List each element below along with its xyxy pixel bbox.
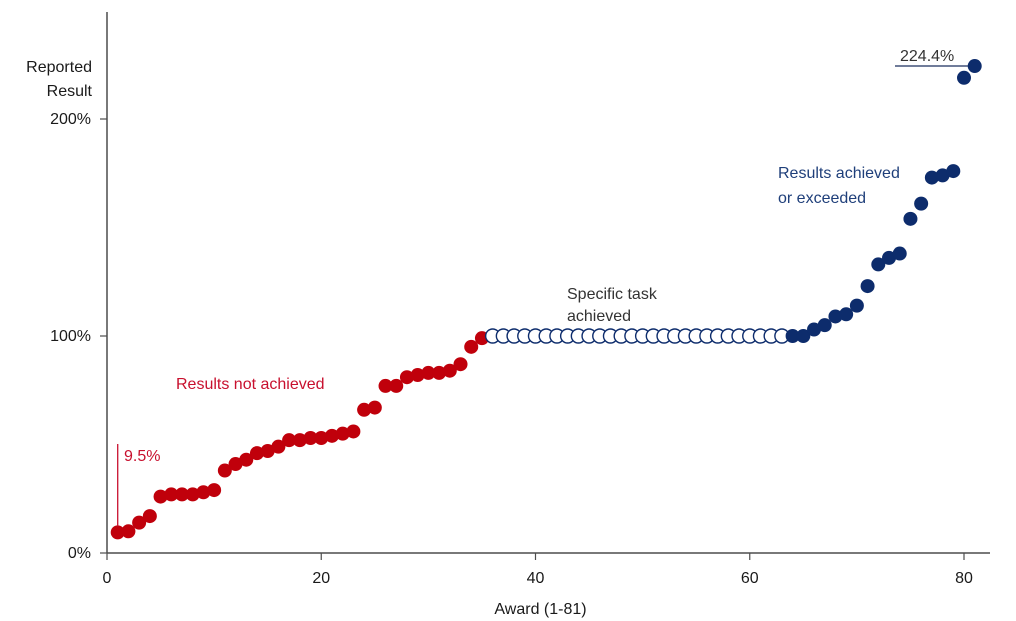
data-point-not_achieved bbox=[389, 378, 404, 393]
data-point-not_achieved bbox=[164, 487, 179, 502]
data-point-achieved bbox=[892, 246, 907, 261]
data-point-not_achieved bbox=[314, 430, 329, 445]
max-value-label: 224.4% bbox=[900, 48, 954, 65]
data-point-not_achieved bbox=[260, 444, 275, 459]
data-point-not_achieved bbox=[228, 457, 243, 472]
y-axis-title-line: Result bbox=[47, 83, 93, 100]
data-point-achieved bbox=[817, 318, 832, 333]
achieved-label-line: or exceeded bbox=[778, 190, 866, 207]
data-point-not_achieved bbox=[249, 446, 264, 461]
data-point-not_achieved bbox=[292, 433, 307, 448]
data-point-not_achieved bbox=[324, 428, 339, 443]
data-point-achieved bbox=[924, 170, 939, 185]
data-point-not_achieved bbox=[357, 402, 372, 417]
data-point-achieved bbox=[882, 250, 897, 265]
x-tick-label: 80 bbox=[955, 570, 973, 587]
data-point-achieved bbox=[914, 196, 929, 211]
x-axis-title: Award (1-81) bbox=[494, 601, 586, 618]
data-point-not_achieved bbox=[303, 430, 318, 445]
data-point-not_achieved bbox=[174, 487, 189, 502]
data-point-not_achieved bbox=[442, 363, 457, 378]
data-point-achieved bbox=[796, 329, 811, 343]
data-point-not_achieved bbox=[421, 365, 436, 380]
data-point-not_achieved bbox=[217, 463, 232, 478]
task-achieved-label-line: achieved bbox=[567, 308, 631, 325]
data-point-achieved bbox=[785, 329, 800, 343]
data-point-not_achieved bbox=[121, 524, 136, 539]
data-point-not_achieved bbox=[185, 487, 200, 502]
data-point-not_achieved bbox=[132, 515, 147, 530]
data-point-not_achieved bbox=[335, 426, 350, 441]
data-point-achieved bbox=[935, 168, 950, 183]
data-point-not_achieved bbox=[399, 370, 414, 385]
data-point-achieved bbox=[946, 164, 961, 179]
data-point-not_achieved bbox=[239, 452, 254, 467]
data-point-achieved bbox=[957, 70, 971, 85]
data-point-not_achieved bbox=[367, 400, 382, 415]
data-point-not_achieved bbox=[142, 509, 157, 524]
y-tick-label: 200% bbox=[50, 111, 91, 128]
data-point-not_achieved bbox=[346, 424, 361, 439]
data-point-achieved bbox=[871, 257, 886, 272]
data-point-achieved bbox=[839, 307, 854, 322]
data-point-not_achieved bbox=[271, 439, 286, 454]
y-tick-label: 100% bbox=[50, 328, 91, 345]
x-tick-label: 40 bbox=[527, 570, 545, 587]
data-point-not_achieved bbox=[207, 483, 222, 498]
data-point-achieved bbox=[903, 211, 918, 226]
achieved-label-line: Results achieved bbox=[778, 165, 900, 182]
data-point-not_achieved bbox=[432, 365, 447, 380]
data-point-achieved bbox=[860, 279, 875, 294]
data-point-achieved bbox=[849, 298, 864, 313]
y-axis-title-line: Reported bbox=[26, 59, 92, 76]
min-value-label: 9.5% bbox=[124, 448, 160, 465]
x-tick-label: 0 bbox=[103, 570, 112, 587]
data-point-not_achieved bbox=[410, 368, 425, 383]
data-point-achieved bbox=[828, 309, 843, 324]
data-point-not_achieved bbox=[282, 433, 297, 448]
data-point-not_achieved bbox=[153, 489, 168, 504]
not-achieved-label: Results not achieved bbox=[176, 376, 325, 393]
data-point-not_achieved bbox=[110, 525, 125, 540]
data-point-not_achieved bbox=[464, 339, 479, 354]
data-point-not_achieved bbox=[378, 378, 393, 393]
x-tick-label: 60 bbox=[741, 570, 759, 587]
task-achieved-label-line: Specific task bbox=[567, 286, 658, 303]
x-tick-label: 20 bbox=[312, 570, 330, 587]
data-point-not_achieved bbox=[453, 357, 468, 372]
y-tick-label: 0% bbox=[68, 545, 91, 562]
data-point-achieved bbox=[807, 322, 822, 337]
data-point-not_achieved bbox=[196, 485, 211, 500]
data-point-achieved bbox=[967, 59, 982, 74]
